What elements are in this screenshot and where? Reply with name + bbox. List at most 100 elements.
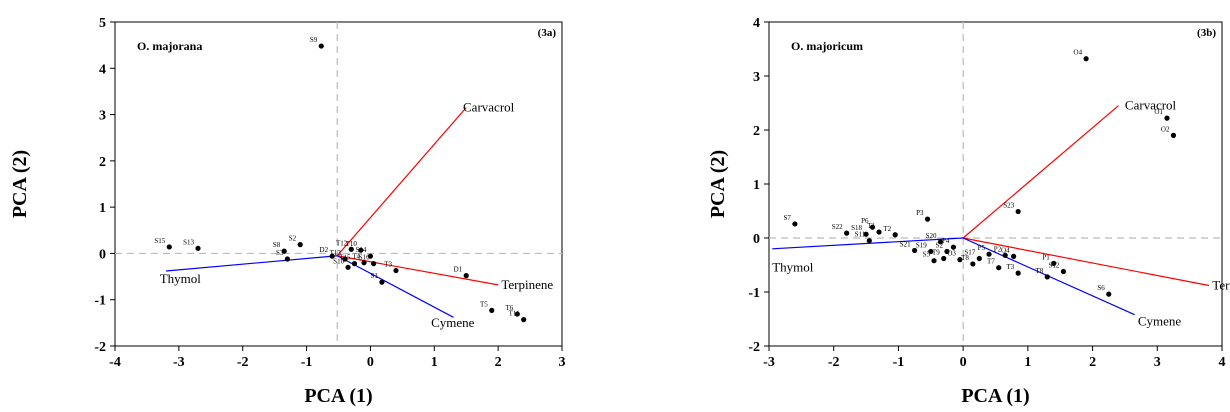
vector-label-carvacrol: Carvacrol (1125, 98, 1177, 113)
data-point-label: O4 (1074, 49, 1083, 57)
data-point (351, 261, 358, 267)
data-point (996, 265, 1002, 271)
data-point-label: T7 (987, 258, 995, 266)
data-point (970, 261, 976, 267)
data-point-label: T3 (384, 261, 392, 269)
data-point (463, 273, 469, 279)
x-tick-label: -1 (893, 355, 905, 370)
chart-title: O. majorana (137, 39, 202, 53)
data-point-label: D1 (454, 266, 463, 274)
data-point (1051, 260, 1057, 266)
loading-vector-terpinene (963, 237, 1210, 287)
data-point-label: T12 (336, 239, 348, 247)
loading-vector-thymol (772, 237, 964, 250)
data-point (844, 230, 850, 236)
data-point (514, 311, 520, 317)
data-point (318, 43, 324, 49)
data-point (924, 216, 931, 222)
data-point-label: T13 (330, 249, 342, 257)
data-point (928, 248, 934, 255)
data-point-label: O3 (947, 250, 956, 258)
data-point (976, 255, 982, 262)
data-point (345, 264, 351, 270)
data-point (937, 239, 944, 245)
y-tick-label: 1 (99, 201, 106, 216)
data-point-label: S22 (832, 223, 843, 231)
data-point (1164, 115, 1170, 121)
vector-label-terpinene: Terpinene (1212, 278, 1230, 293)
vector-label-carvacrol: Carvacrol (463, 100, 515, 115)
data-point-label: S9 (310, 36, 318, 44)
data-point-label: P3 (916, 209, 924, 217)
data-point (892, 232, 898, 238)
data-point (912, 247, 918, 254)
data-point (986, 251, 992, 257)
x-axis-title: PCA (1) (961, 385, 1029, 407)
data-point-label: O4 (1001, 246, 1010, 254)
loading-vector-carvacrol (962, 105, 1119, 239)
x-tick-label: 0 (367, 355, 374, 370)
data-point-label: S13 (183, 238, 194, 246)
x-tick-label: 2 (1089, 355, 1096, 370)
plot-frame (768, 21, 1223, 347)
y-tick-label: 0 (753, 232, 760, 247)
y-tick-label: 0 (99, 247, 106, 262)
data-point (1015, 208, 1021, 215)
data-point (866, 238, 872, 244)
y-tick-label: -2 (748, 340, 760, 355)
data-point (195, 245, 201, 251)
x-tick-label: 4 (1219, 355, 1226, 370)
data-point (1170, 132, 1177, 138)
data-point-label: T2 (883, 225, 891, 233)
data-point-label: P6 (861, 217, 869, 225)
x-tick-label: 3 (1154, 355, 1161, 370)
data-point-label: P5 (978, 244, 986, 252)
data-point-label: S21 (900, 240, 911, 248)
data-point-label: S23 (1003, 202, 1014, 210)
data-point (521, 317, 527, 323)
data-point (284, 256, 291, 262)
y-tick-label: 3 (99, 109, 106, 124)
data-point (379, 279, 385, 285)
data-point (297, 242, 303, 248)
data-point-label: S3 (276, 249, 284, 257)
data-point-label: O2 (1161, 125, 1170, 133)
data-point (1011, 253, 1017, 259)
data-point (876, 229, 882, 235)
data-point-label: S16 (359, 254, 370, 262)
data-point (489, 307, 495, 313)
data-point-label: S11 (855, 231, 866, 239)
panel-id: (3b) (1197, 27, 1216, 39)
vector-label-thymol: Thymol (160, 271, 202, 286)
data-point (1002, 252, 1008, 258)
data-point (361, 260, 367, 266)
data-point (342, 256, 348, 262)
y-tick-label: 5 (99, 16, 106, 31)
data-point-label: S2 (936, 242, 944, 250)
x-tick-label: 1 (1024, 355, 1031, 370)
y-tick-label: -1 (748, 286, 760, 301)
data-point-label: S10 (333, 257, 344, 265)
y-tick-label: 2 (99, 155, 106, 170)
y-tick-label: 2 (753, 124, 760, 139)
chart-panel-a: -4 -3 -2 -1 0 1 2 3 -2 -1 0 1 2 3 4 5 PCA (1) PCA (2) O. m… (9, 16, 566, 407)
data-point (166, 244, 172, 250)
vector-label-terpinene: Terpinene (501, 277, 553, 292)
data-point (1044, 274, 1050, 280)
x-tick-label: 1 (431, 355, 438, 370)
data-point-label: S19 (916, 242, 927, 250)
data-point-label: D2 (320, 246, 329, 254)
plot-frame (114, 21, 563, 347)
data-point-label: S6 (1097, 284, 1105, 292)
vector-label-cymene: Cymene (1138, 314, 1182, 329)
x-tick-label: -1 (301, 355, 313, 370)
data-point-label: S1 (371, 272, 379, 280)
x-tick-label: -3 (173, 355, 185, 370)
data-point-label: S7 (783, 214, 791, 222)
x-tick-label: -2 (828, 355, 840, 370)
data-point-label: T8 (961, 254, 969, 262)
data-point (1015, 270, 1021, 276)
x-tick-label: -4 (109, 355, 121, 370)
data-point (950, 244, 957, 250)
data-point-label: T9 (932, 249, 940, 257)
